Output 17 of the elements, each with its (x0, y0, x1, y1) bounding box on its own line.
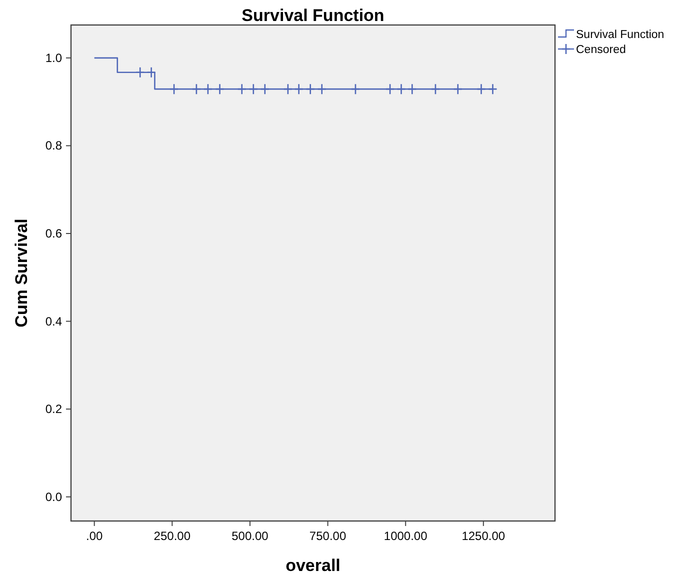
y-tick-label: 1.0 (45, 50, 62, 65)
y-tick-label: 0.8 (45, 138, 62, 153)
y-axis-title: Cum Survival (12, 218, 31, 328)
x-tick-label: 1250.00 (462, 529, 506, 543)
legend-label: Censored (576, 44, 626, 56)
x-tick-label: 750.00 (309, 529, 346, 543)
legend-label: Survival Function (576, 29, 664, 41)
x-tick-label: .00 (86, 529, 104, 543)
x-tick-label: 250.00 (154, 529, 191, 543)
y-tick-label: 0.6 (45, 226, 62, 240)
x-axis-title: overall (286, 556, 340, 575)
y-tick-label: 0.4 (45, 314, 62, 328)
x-tick-label: 500.00 (232, 529, 269, 543)
x-tick-label: 1000.00 (384, 529, 428, 543)
chart-title: Survival Function (242, 6, 384, 25)
y-tick-label: 0.0 (45, 490, 62, 504)
y-tick-label: 0.2 (45, 402, 62, 416)
